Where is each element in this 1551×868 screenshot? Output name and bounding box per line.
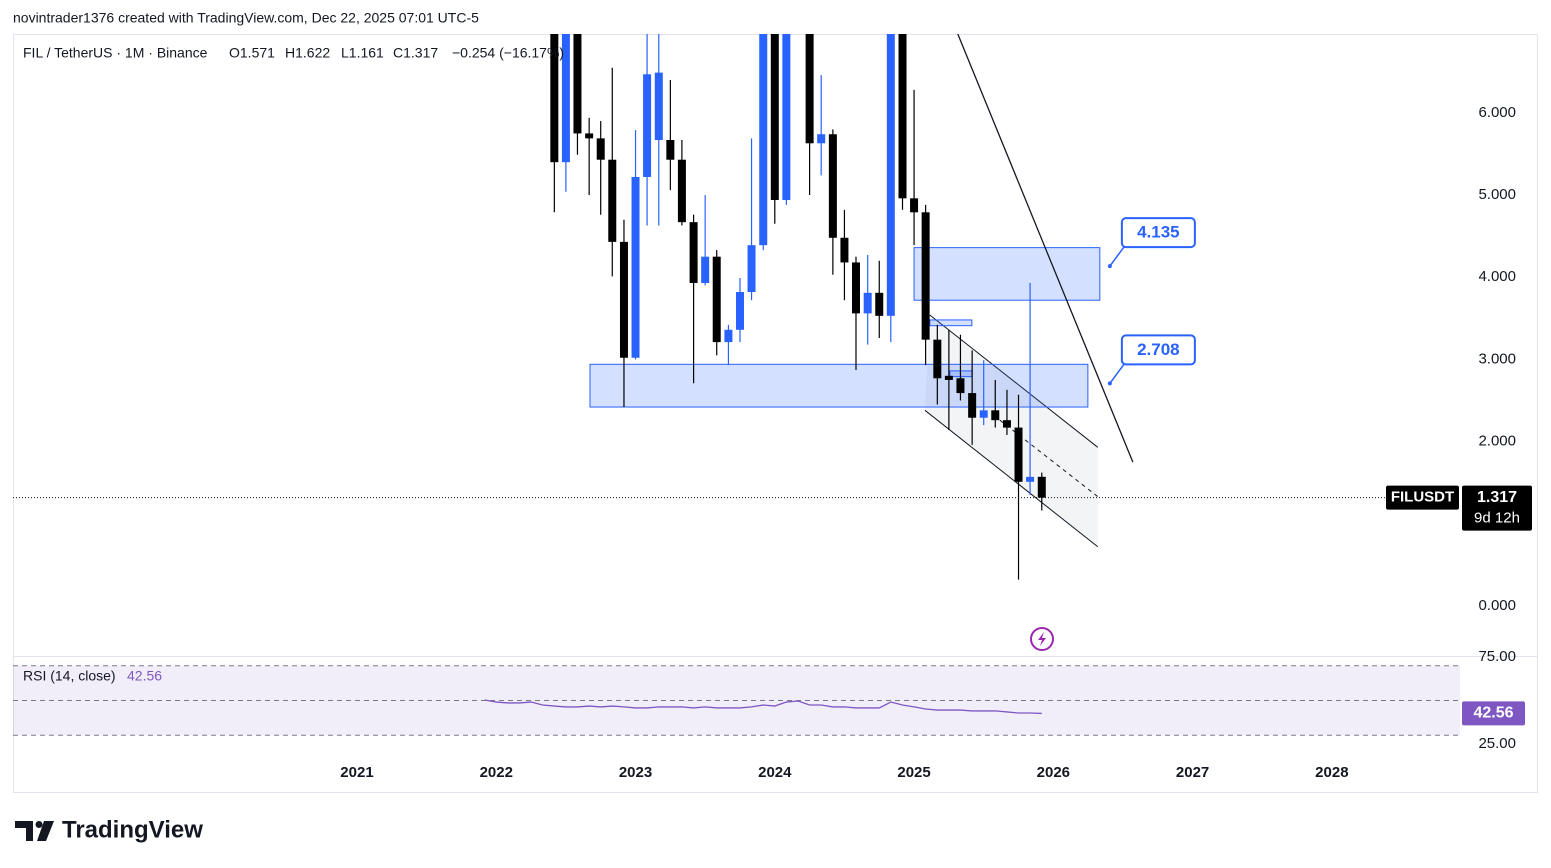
rsi-tick-label: 25.00 — [1478, 735, 1516, 752]
footer-brand: TradingView — [62, 816, 203, 843]
rsi-badge — [1462, 701, 1525, 726]
y-tick-label: 6.000 — [1478, 104, 1516, 121]
candle-body — [654, 72, 663, 140]
candle-body — [805, 34, 814, 144]
x-tick-label: 2028 — [1315, 764, 1348, 781]
candle-body — [573, 34, 582, 134]
candle-body — [1026, 476, 1035, 482]
candle-body — [933, 339, 942, 379]
ohlc-value: C1.317 — [393, 45, 438, 61]
candle-body — [596, 138, 605, 160]
callout-anchor — [1107, 381, 1112, 386]
candle-body — [840, 237, 849, 263]
ohlc-value: H1.622 — [285, 45, 330, 61]
channel-fill — [924, 315, 1098, 547]
candle-body — [991, 410, 1000, 421]
symbol-label: FILUSDT — [1391, 489, 1454, 506]
rsi-tick-label: 75.00 — [1478, 648, 1516, 665]
candle-body — [747, 245, 756, 293]
price-pane — [550, 34, 1134, 580]
callout-box — [1120, 217, 1196, 249]
candle-body — [689, 222, 698, 283]
x-tick-label: 2026 — [1037, 764, 1070, 781]
trend-line — [957, 34, 1134, 463]
candle-body — [817, 134, 826, 144]
price-badge — [1462, 485, 1532, 531]
candle-body — [643, 74, 652, 177]
channel-line — [924, 409, 1099, 548]
zone-box — [929, 319, 973, 327]
candle-body — [968, 393, 977, 418]
candle-body — [910, 198, 919, 213]
candle-body — [1037, 476, 1046, 498]
callout-label: 4.135 — [1137, 223, 1180, 242]
callout-label: 2.708 — [1137, 340, 1180, 359]
candle-body — [631, 176, 640, 358]
candle-body — [759, 34, 768, 246]
rsi-legend-title: RSI (14, close) — [23, 668, 116, 684]
overlay: FIL / TetherUS · 1M · Binance O1.571 H1.62… — [13, 45, 1532, 781]
y-tick-label: 4.000 — [1478, 268, 1516, 285]
ohlc-value: O1.571 — [229, 45, 275, 61]
candle-body — [898, 34, 907, 199]
rsi-pane — [13, 665, 1460, 736]
x-tick-label: 2024 — [758, 764, 792, 781]
candle-body — [712, 256, 721, 343]
x-tick-label: 2027 — [1176, 764, 1209, 781]
ohlc-value: −0.254 (−16.17%) — [452, 45, 564, 61]
zone-box — [589, 363, 1089, 408]
candle-body — [1002, 420, 1011, 428]
y-tick-label: 2.000 — [1478, 433, 1516, 450]
candle-body — [585, 133, 594, 139]
candle-body — [666, 139, 675, 160]
candle-body — [561, 34, 570, 163]
x-tick-label: 2023 — [619, 764, 652, 781]
candle-body — [863, 292, 872, 314]
tradingview-logo — [15, 821, 54, 841]
last-price-label: 1.317 — [1477, 489, 1517, 506]
candle-body — [1014, 427, 1023, 482]
candle-body — [886, 34, 895, 316]
candle-body — [828, 134, 837, 238]
snapshot-header: novintrader1376 created with TradingView… — [13, 10, 479, 26]
candle-body — [921, 212, 930, 340]
candle-body — [619, 241, 628, 358]
y-tick-label: 0.000 — [1478, 597, 1516, 614]
callout-box — [1120, 334, 1196, 366]
x-tick-label: 2022 — [480, 764, 513, 781]
channel-line — [929, 314, 1099, 448]
callout-anchor — [1107, 264, 1112, 269]
candle-body — [550, 34, 559, 163]
y-tick-label: 5.000 — [1478, 186, 1516, 203]
candle-body — [956, 378, 965, 394]
candle-body — [770, 34, 779, 200]
countdown-label: 9d 12h — [1474, 510, 1520, 527]
symbol-badge — [1386, 485, 1459, 510]
ohlc-value: L1.161 — [341, 45, 384, 61]
symbol-title: FIL / TetherUS · 1M · Binance — [23, 45, 208, 61]
candle-body — [851, 262, 860, 314]
candle-body — [875, 292, 884, 316]
candle-body — [701, 256, 710, 283]
candle-body — [724, 329, 733, 343]
candle-body — [979, 410, 988, 418]
candle-body — [677, 159, 686, 223]
alert-icon — [1030, 627, 1054, 651]
y-tick-label: 3.000 — [1478, 350, 1516, 367]
candle-body — [944, 375, 953, 380]
zone-box — [913, 247, 1101, 301]
candle-body — [735, 292, 744, 330]
candle-body — [608, 159, 617, 242]
rsi-line — [484, 699, 1042, 715]
rsi-badge-label: 42.56 — [1473, 705, 1513, 722]
candle-body — [782, 34, 791, 200]
rsi-legend-value: 42.56 — [127, 668, 162, 684]
x-tick-label: 2025 — [897, 764, 930, 781]
x-tick-label: 2021 — [340, 764, 373, 781]
